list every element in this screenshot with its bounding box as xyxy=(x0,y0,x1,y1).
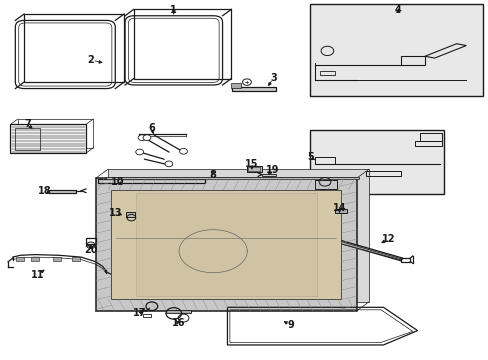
Circle shape xyxy=(179,148,187,154)
Polygon shape xyxy=(72,257,80,261)
Circle shape xyxy=(143,135,151,140)
Text: 12: 12 xyxy=(381,234,394,244)
Polygon shape xyxy=(126,212,135,217)
Polygon shape xyxy=(16,257,24,261)
Polygon shape xyxy=(136,193,316,296)
Polygon shape xyxy=(108,169,368,302)
Text: 3: 3 xyxy=(270,73,277,83)
Text: 4: 4 xyxy=(394,5,401,15)
Text: 18: 18 xyxy=(38,186,51,197)
Polygon shape xyxy=(261,174,276,176)
Polygon shape xyxy=(31,257,39,261)
Text: 11: 11 xyxy=(30,270,44,280)
Polygon shape xyxy=(230,83,240,88)
Circle shape xyxy=(164,161,172,167)
Text: 5: 5 xyxy=(306,152,313,162)
Polygon shape xyxy=(10,125,86,153)
Polygon shape xyxy=(301,230,401,260)
Polygon shape xyxy=(166,310,190,314)
Text: 1: 1 xyxy=(170,5,177,15)
Polygon shape xyxy=(232,87,276,91)
Text: 17: 17 xyxy=(133,309,146,318)
Polygon shape xyxy=(49,190,76,193)
Bar xyxy=(310,4,483,96)
Bar xyxy=(111,190,340,300)
Text: 14: 14 xyxy=(332,203,346,213)
Text: 13: 13 xyxy=(108,208,122,218)
Text: 2: 2 xyxy=(87,55,94,65)
Text: 19: 19 xyxy=(265,165,279,175)
Polygon shape xyxy=(246,166,261,172)
Circle shape xyxy=(138,135,146,140)
Text: 16: 16 xyxy=(172,319,185,328)
Text: 8: 8 xyxy=(209,170,216,180)
Text: 15: 15 xyxy=(244,159,258,169)
Text: 7: 7 xyxy=(24,120,31,129)
Bar xyxy=(96,178,356,311)
Polygon shape xyxy=(105,177,358,179)
Text: 20: 20 xyxy=(84,245,98,255)
Text: 6: 6 xyxy=(148,123,155,133)
Bar xyxy=(310,130,444,194)
Polygon shape xyxy=(98,179,205,183)
Polygon shape xyxy=(300,229,402,261)
Polygon shape xyxy=(334,209,346,213)
Text: 9: 9 xyxy=(287,320,294,330)
Text: 10: 10 xyxy=(111,177,124,187)
Circle shape xyxy=(136,149,143,155)
Polygon shape xyxy=(53,257,61,261)
